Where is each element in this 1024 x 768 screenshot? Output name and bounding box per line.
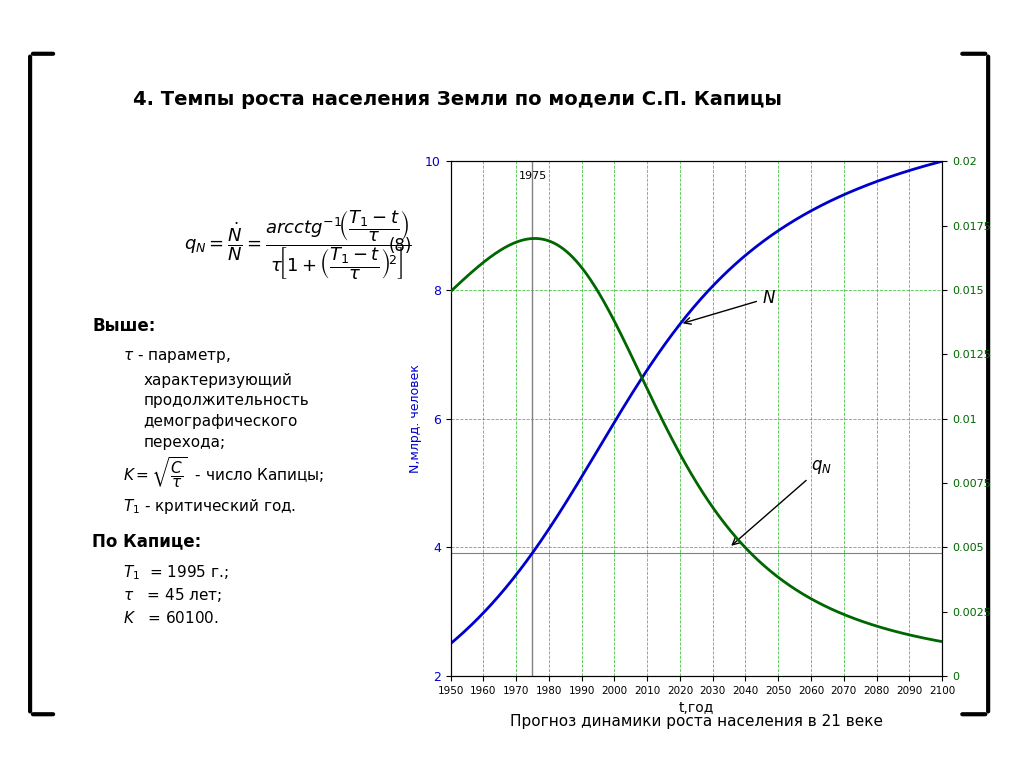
Text: $q_N = \dfrac{\dot{N}}{N} = \dfrac{arcctg^{-1}\!\left(\dfrac{T_1 - t}{\tau}\righ: $q_N = \dfrac{\dot{N}}{N} = \dfrac{arcct… bbox=[184, 209, 412, 283]
Text: Прогноз динамики роста населения в 21 веке: Прогноз динамики роста населения в 21 ве… bbox=[510, 714, 883, 730]
Text: характеризующий: характеризующий bbox=[143, 372, 292, 388]
Text: 1975: 1975 bbox=[518, 171, 547, 181]
Text: (8): (8) bbox=[389, 237, 413, 255]
Text: $K$   = 60100.: $K$ = 60100. bbox=[123, 611, 219, 626]
Text: $\tau$ - параметр,: $\tau$ - параметр, bbox=[123, 349, 230, 365]
Text: $\tau$   = 45 лет;: $\tau$ = 45 лет; bbox=[123, 586, 222, 604]
Text: $K = \sqrt{\dfrac{C}{\tau}}$  - число Капицы;: $K = \sqrt{\dfrac{C}{\tau}}$ - число Кап… bbox=[123, 455, 325, 489]
Text: $T_1$ - критический год.: $T_1$ - критический год. bbox=[123, 498, 296, 516]
Text: 4. Темпы роста населения Земли по модели С.П. Капицы: 4. Темпы роста населения Земли по модели… bbox=[133, 91, 782, 109]
Text: $T_1$  = 1995 г.;: $T_1$ = 1995 г.; bbox=[123, 563, 228, 581]
Text: Выше:: Выше: bbox=[92, 317, 156, 336]
Y-axis label: N,млрд. человек: N,млрд. человек bbox=[410, 364, 422, 473]
Text: $\mathit{q_N}$: $\mathit{q_N}$ bbox=[732, 458, 831, 545]
X-axis label: t,год: t,год bbox=[679, 701, 714, 715]
Text: $\mathit{N}$: $\mathit{N}$ bbox=[684, 289, 776, 324]
Text: перехода;: перехода; bbox=[143, 435, 225, 450]
Text: По Капице:: По Капице: bbox=[92, 532, 202, 551]
Text: демографического: демографического bbox=[143, 414, 298, 429]
Text: продолжительность: продолжительность bbox=[143, 393, 309, 409]
